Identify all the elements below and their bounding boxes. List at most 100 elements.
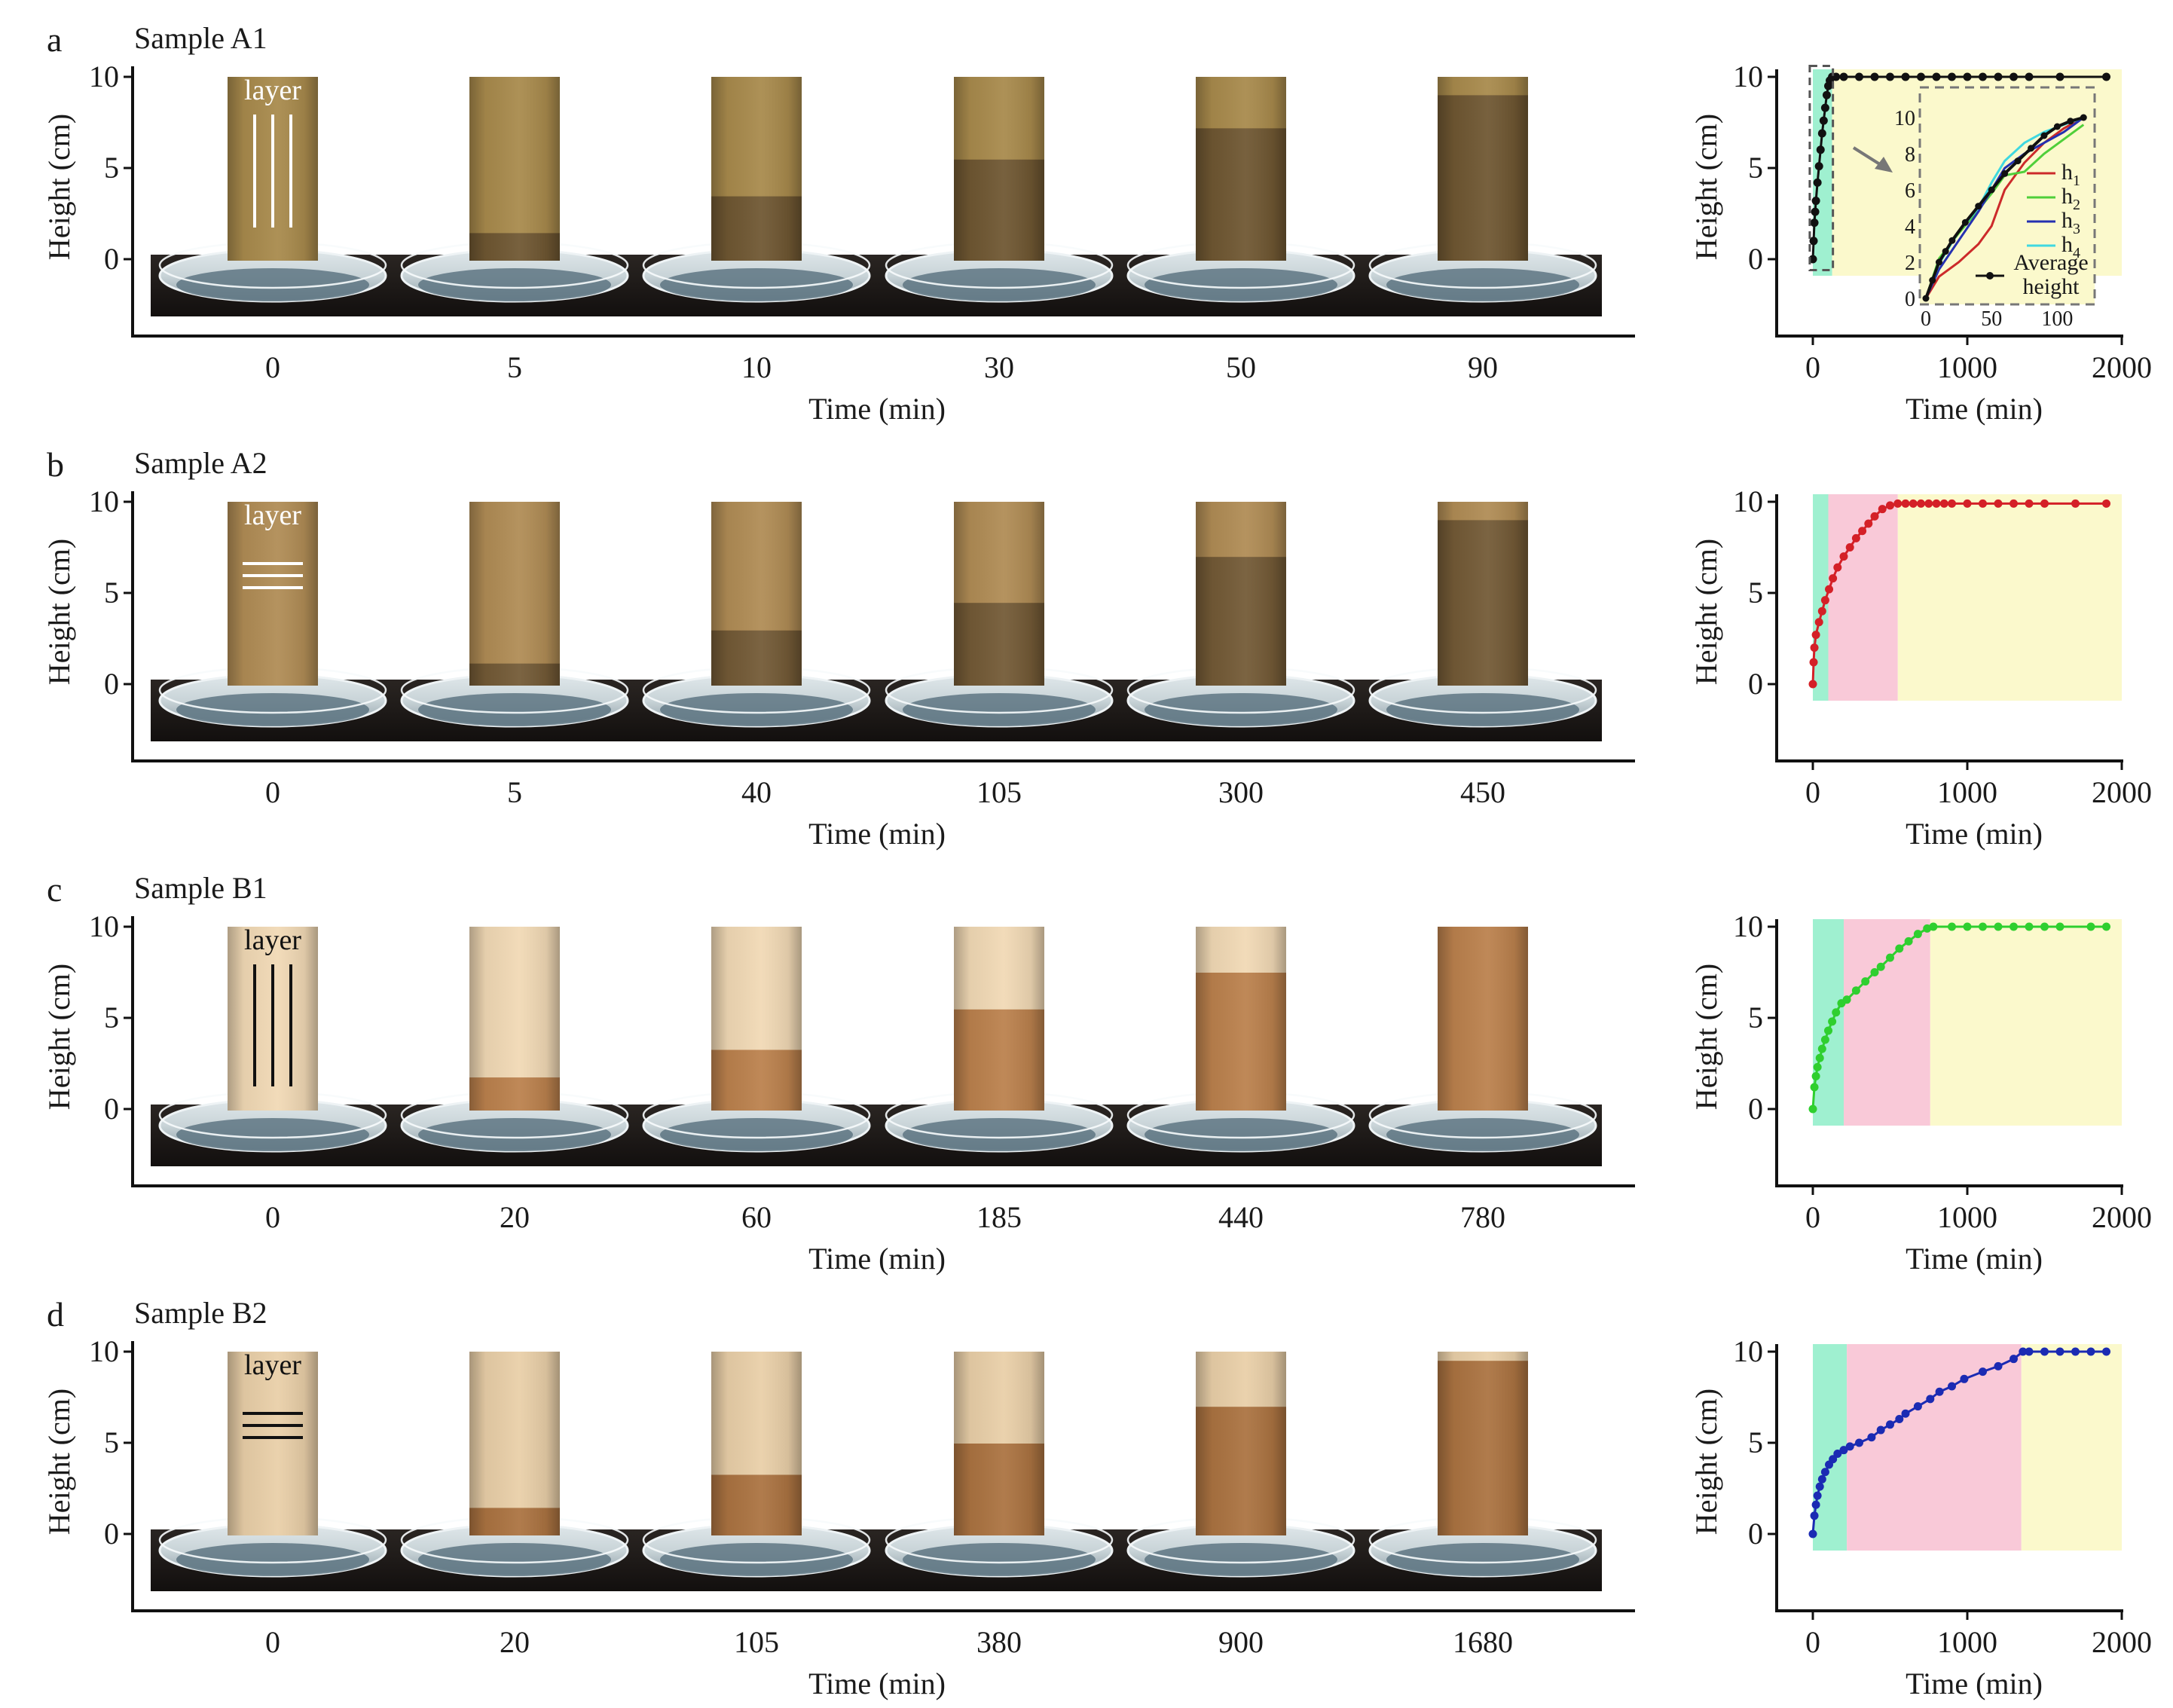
phase-band-3 [1897, 494, 2122, 701]
height-data-point [1813, 1491, 1822, 1500]
inset-arrow-shaft [1852, 146, 1884, 167]
height-data-point [2025, 72, 2034, 81]
inset-legend-label: h3 [2061, 208, 2080, 237]
petri-dish-water [903, 1118, 1096, 1151]
height-data-point [1809, 237, 1818, 246]
inset-data-point [2067, 118, 2074, 125]
sample-photo [1126, 77, 1355, 303]
photo-y-tick-label: 5 [104, 151, 119, 185]
petri-dish-water [660, 1543, 853, 1576]
inset-y-tick-label: 10 [1894, 107, 1915, 130]
photo-y-tick-label: 0 [104, 667, 119, 701]
chart-x-tick-label: 0 [1805, 350, 1820, 384]
height-data-point [2102, 499, 2110, 508]
petri-dish-water [418, 693, 611, 726]
photo-time-label: 20 [500, 1625, 530, 1659]
layer-label: layer [244, 924, 301, 956]
height-data-point [1939, 499, 1948, 508]
photo-time-label: 0 [265, 775, 280, 809]
height-data-point [1839, 1446, 1848, 1455]
chart-x-tick-label: 1000 [1937, 1200, 1997, 1234]
height-data-point [1904, 936, 1913, 946]
height-data-point [1820, 596, 1829, 605]
sample-photo [885, 927, 1114, 1153]
height-data-point [1845, 543, 1854, 552]
inset-y-tick-label: 2 [1905, 252, 1915, 275]
photo-y-tick-label: 0 [104, 242, 119, 276]
photo-time-label: 50 [1226, 350, 1256, 384]
inset-data-point [1935, 258, 1942, 266]
photo-x-axis-label: Time (min) [808, 1667, 946, 1700]
photo-time-label: 105 [976, 775, 1022, 809]
inset-legend-subscript: 1 [2073, 173, 2080, 189]
photo-time-label: 450 [1460, 775, 1505, 809]
phase-band-3 [2021, 1344, 2122, 1551]
height-data-point [1926, 1395, 1935, 1404]
chart-y-tick-label: 5 [1748, 1425, 1763, 1459]
height-data-point [1808, 680, 1817, 689]
inset-data-point [1922, 295, 1930, 302]
petri-dish-water [903, 268, 1096, 301]
petri-dish-water [660, 1118, 853, 1151]
height-data-point [1994, 922, 2003, 931]
height-data-point [1935, 1387, 1944, 1396]
panel-letter: a [47, 20, 62, 59]
petri-dish-water [1145, 693, 1337, 726]
height-data-point [2055, 1347, 2065, 1356]
chart-x-tick-label: 0 [1805, 1625, 1820, 1659]
height-data-point [1819, 116, 1828, 125]
inset-data-point [1975, 203, 1982, 210]
photo-time-label: 10 [741, 350, 772, 384]
height-data-point [1913, 1402, 1922, 1411]
phase-band-3 [1930, 919, 2122, 1126]
chart-y-tick-label: 5 [1748, 1001, 1763, 1034]
inset-data-point [1988, 186, 1995, 194]
chart-y-axis-label: Height (cm) [1689, 539, 1723, 685]
photo-y-axis-label: Height (cm) [42, 114, 76, 260]
height-data-point [2102, 72, 2110, 81]
sample-photo: layer [158, 500, 387, 728]
height-data-point [2102, 922, 2110, 931]
petri-dish-water [418, 1118, 611, 1151]
height-chart: 0 5 10 0 1000 2000 Time (min) Height (cm) [1689, 484, 2152, 851]
height-data-point [1994, 72, 2003, 81]
sample-label: Sample B1 [134, 871, 267, 905]
inset-arrow-head [1875, 157, 1893, 173]
height-data-point [2025, 922, 2034, 931]
inset-legend-avg-label: Average [2013, 250, 2088, 275]
photo-time-label: 300 [1218, 775, 1264, 809]
inset-y-tick-label: 0 [1905, 288, 1915, 311]
chart-y-tick-label: 10 [1733, 60, 1763, 93]
photo-strip-background [151, 1105, 1602, 1166]
height-data-point [1829, 1455, 1838, 1464]
inset-legend-letter: h [2061, 184, 2073, 209]
sample-label: Sample A2 [134, 446, 267, 480]
photo-y-tick-label: 5 [104, 1425, 119, 1459]
height-data-point [1817, 607, 1826, 616]
height-data-point [1811, 197, 1820, 206]
height-chart: 0 5 10 0 1000 2000 Time (min) Height (cm) [1689, 909, 2152, 1276]
height-data-point [1813, 1062, 1822, 1071]
chart-y-axis-label: Height (cm) [1689, 1389, 1723, 1535]
height-data-point [1913, 930, 1922, 939]
height-data-point [1909, 499, 1918, 508]
petri-dish-water [660, 268, 853, 301]
inset-legend-letter: h [2061, 232, 2073, 257]
photo-time-label: 20 [500, 1200, 530, 1234]
photo-time-label: 380 [976, 1625, 1022, 1659]
chart-x-tick-label: 0 [1805, 775, 1820, 809]
height-data-point [1979, 499, 1987, 508]
height-data-point [1876, 962, 1885, 971]
height-data-point [1808, 1105, 1817, 1114]
inset-y-tick-label: 8 [1905, 143, 1915, 167]
photo-y-tick-label: 10 [89, 60, 119, 93]
inset-legend-avg-marker [1986, 272, 1994, 280]
column-shading [469, 77, 560, 261]
height-data-point [1839, 552, 1848, 561]
height-data-point [1811, 631, 1820, 640]
chart-x-tick-label: 2000 [2092, 775, 2152, 809]
inset-x-tick-label: 50 [1981, 307, 2002, 331]
height-data-point [1811, 1071, 1820, 1080]
column-shading [469, 927, 560, 1111]
